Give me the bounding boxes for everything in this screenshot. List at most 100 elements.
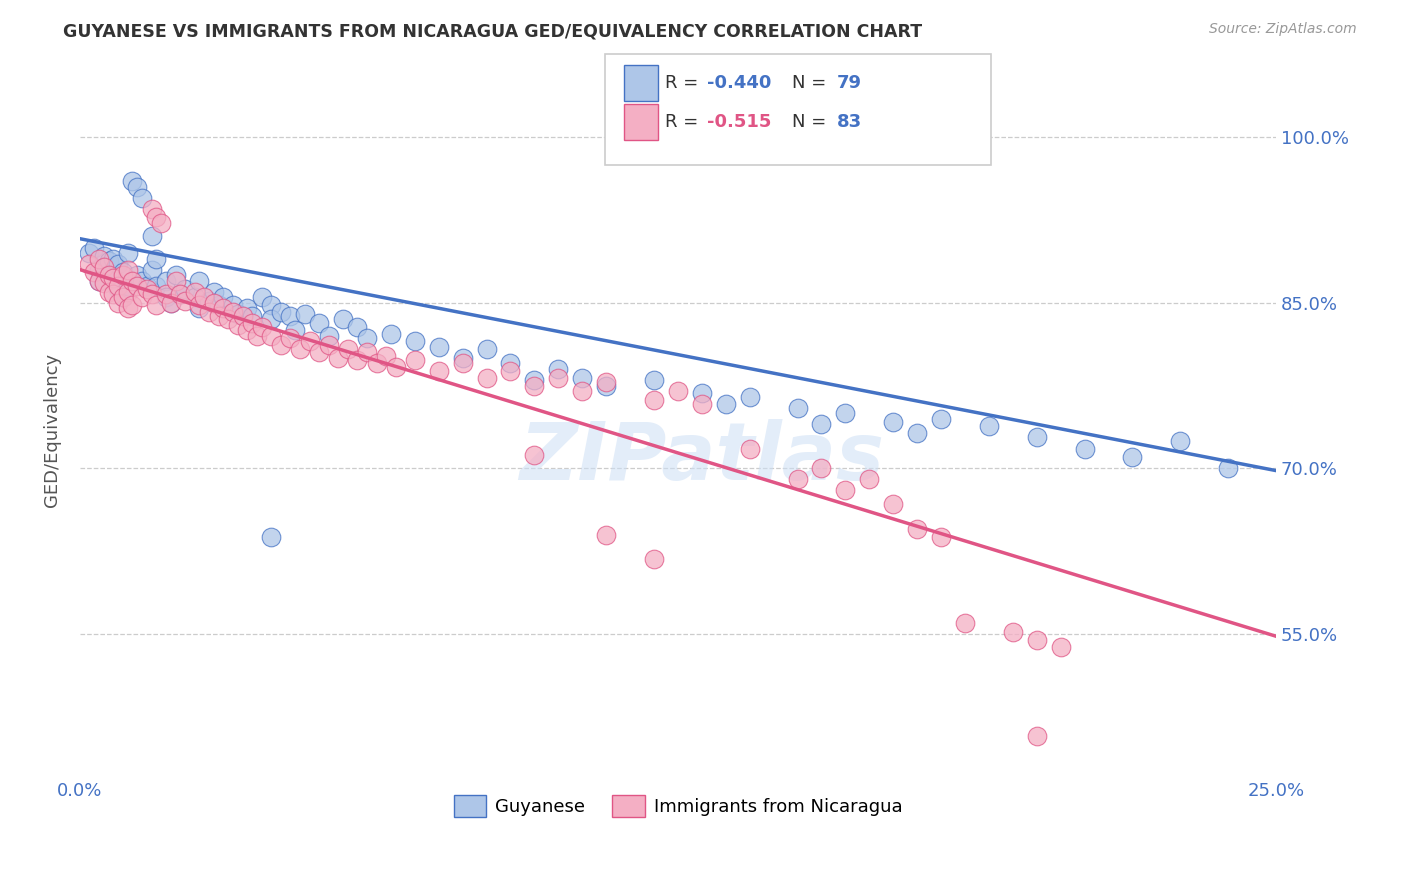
Point: [571, 371, 593, 385]
Point: [165, 268, 187, 282]
Point: [169, 286, 191, 301]
Point: [929, 411, 952, 425]
Point: [159, 295, 181, 310]
Point: [270, 337, 292, 351]
Point: [547, 371, 569, 385]
Point: [260, 329, 283, 343]
Point: [93, 260, 115, 275]
Point: [666, 384, 689, 398]
Point: [375, 349, 398, 363]
Point: [226, 318, 249, 332]
Point: [117, 285, 139, 299]
Point: [451, 351, 474, 365]
Point: [427, 340, 450, 354]
Point: [905, 522, 928, 536]
Point: [188, 301, 211, 316]
Point: [107, 279, 129, 293]
Text: GUYANESE VS IMMIGRANTS FROM NICARAGUA GED/EQUIVALENCY CORRELATION CHART: GUYANESE VS IMMIGRANTS FROM NICARAGUA GE…: [63, 22, 922, 40]
Point: [169, 286, 191, 301]
Point: [953, 615, 976, 630]
Point: [1216, 461, 1239, 475]
Point: [117, 246, 139, 260]
Point: [595, 527, 617, 541]
Point: [155, 290, 177, 304]
Point: [690, 397, 713, 411]
Point: [159, 295, 181, 310]
Point: [212, 301, 235, 316]
Point: [141, 202, 163, 216]
Point: [318, 329, 340, 343]
Point: [905, 425, 928, 440]
Point: [145, 298, 167, 312]
Point: [977, 419, 1000, 434]
Point: [250, 290, 273, 304]
Point: [145, 210, 167, 224]
Point: [97, 268, 120, 282]
Point: [155, 286, 177, 301]
Point: [308, 345, 330, 359]
Point: [165, 274, 187, 288]
Point: [107, 257, 129, 271]
Point: [332, 312, 354, 326]
Point: [97, 268, 120, 282]
Point: [103, 252, 125, 266]
Point: [93, 260, 115, 275]
Point: [226, 307, 249, 321]
Text: 83: 83: [837, 113, 862, 131]
Point: [346, 353, 368, 368]
Point: [834, 406, 856, 420]
Point: [1121, 450, 1143, 465]
Point: [222, 298, 245, 312]
Point: [1025, 430, 1047, 444]
Point: [103, 271, 125, 285]
Point: [222, 304, 245, 318]
Point: [882, 497, 904, 511]
Point: [690, 386, 713, 401]
Point: [240, 316, 263, 330]
Point: [834, 483, 856, 498]
Legend: Guyanese, Immigrants from Nicaragua: Guyanese, Immigrants from Nicaragua: [446, 788, 910, 824]
Point: [117, 279, 139, 293]
Point: [111, 290, 134, 304]
Text: -0.440: -0.440: [707, 74, 772, 92]
Point: [198, 304, 221, 318]
Point: [103, 274, 125, 288]
Point: [356, 345, 378, 359]
Point: [246, 329, 269, 343]
Point: [141, 262, 163, 277]
Point: [193, 290, 215, 304]
Point: [135, 279, 157, 293]
Point: [298, 334, 321, 349]
Point: [714, 397, 737, 411]
Point: [280, 331, 302, 345]
Point: [117, 262, 139, 277]
Point: [328, 351, 350, 365]
Point: [270, 304, 292, 318]
Point: [111, 265, 134, 279]
Point: [523, 378, 546, 392]
Point: [127, 179, 149, 194]
Point: [451, 356, 474, 370]
Point: [198, 293, 221, 308]
Point: [288, 342, 311, 356]
Point: [1025, 729, 1047, 743]
Point: [232, 309, 254, 323]
Point: [929, 530, 952, 544]
Text: -0.515: -0.515: [707, 113, 772, 131]
Point: [103, 286, 125, 301]
Text: R =: R =: [665, 113, 704, 131]
Point: [131, 290, 153, 304]
Point: [380, 326, 402, 341]
Point: [1073, 442, 1095, 456]
Point: [87, 274, 110, 288]
Point: [643, 392, 665, 407]
Point: [212, 290, 235, 304]
Point: [318, 337, 340, 351]
Point: [87, 262, 110, 277]
Point: [336, 342, 359, 356]
Point: [499, 364, 522, 378]
Point: [93, 276, 115, 290]
Point: [858, 472, 880, 486]
Point: [131, 274, 153, 288]
Point: [643, 552, 665, 566]
